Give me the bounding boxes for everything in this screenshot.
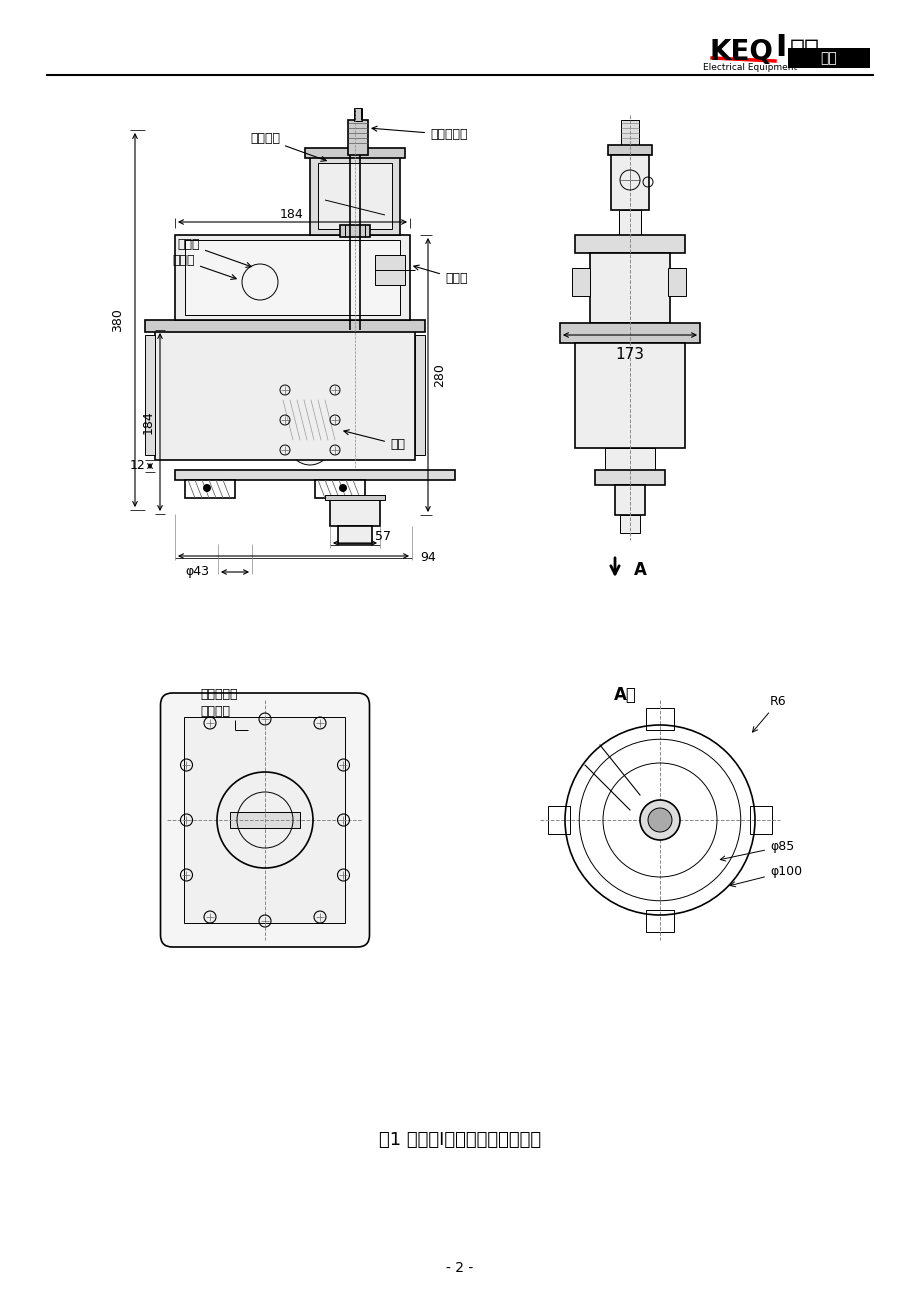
Bar (145, 335, 154, 454)
Bar (788, 48, 869, 68)
Circle shape (338, 484, 346, 492)
Bar (318, 163, 391, 229)
Bar (340, 225, 369, 237)
Text: 电器室上盖: 电器室上盖 (199, 689, 237, 702)
Bar (145, 320, 425, 332)
Text: - 2 -: - 2 - (446, 1262, 473, 1275)
Bar (618, 210, 641, 234)
Text: 184: 184 (279, 208, 303, 221)
Text: 科奇: 科奇 (789, 38, 819, 62)
Text: 电器室: 电器室 (173, 254, 236, 280)
Bar (645, 708, 674, 730)
Text: 184: 184 (142, 410, 154, 434)
Bar (595, 470, 664, 486)
Bar (310, 155, 400, 234)
Text: 图1 多功能Ⅰ型保护器外型尺寸图: 图1 多功能Ⅰ型保护器外型尺寸图 (379, 1131, 540, 1148)
Text: 闸锁装置: 闸锁装置 (250, 132, 326, 161)
Bar (620, 120, 639, 145)
Text: 电器: 电器 (820, 51, 836, 65)
Bar (347, 120, 368, 155)
Bar (314, 480, 365, 497)
Bar (375, 255, 404, 285)
Text: 视窗: 视窗 (344, 430, 404, 450)
Text: R6: R6 (752, 695, 786, 732)
Circle shape (640, 799, 679, 840)
Bar (175, 234, 410, 320)
Text: 注油管: 注油管 (414, 266, 467, 285)
Bar (667, 268, 686, 296)
Circle shape (203, 484, 210, 492)
Bar (605, 448, 654, 470)
Bar (614, 486, 644, 516)
Ellipse shape (279, 375, 340, 465)
Text: Electrical Equipment: Electrical Equipment (702, 64, 796, 73)
Bar (548, 806, 570, 835)
Bar (230, 812, 300, 828)
Bar (574, 342, 685, 448)
Text: I: I (774, 33, 786, 61)
Text: 94: 94 (420, 552, 436, 565)
Bar (610, 155, 648, 210)
Text: 出线口: 出线口 (177, 238, 251, 267)
Bar (619, 516, 640, 533)
Text: φ100: φ100 (730, 865, 801, 887)
Bar (337, 526, 371, 544)
Text: 12: 12 (130, 460, 146, 473)
Text: 280: 280 (433, 363, 446, 387)
Bar (185, 480, 234, 497)
Text: KEQ: KEQ (709, 38, 773, 66)
Text: 57: 57 (375, 530, 391, 543)
Bar (330, 497, 380, 526)
Text: 173: 173 (615, 348, 644, 362)
Bar (305, 148, 404, 158)
Bar (354, 108, 361, 121)
Bar (572, 268, 589, 296)
Bar (607, 145, 652, 155)
Bar (414, 335, 425, 454)
Bar (749, 806, 771, 835)
Text: （铭牌）: （铭牌） (199, 706, 230, 719)
Text: 380: 380 (111, 309, 124, 332)
Bar (645, 910, 674, 932)
Text: A向: A向 (613, 686, 636, 704)
Bar (574, 234, 685, 253)
Bar (324, 495, 384, 500)
Bar (154, 329, 414, 460)
Circle shape (647, 809, 671, 832)
Bar (589, 253, 669, 323)
Bar (175, 470, 455, 480)
Text: φ43: φ43 (185, 565, 209, 578)
Text: 压力释放阀: 压力释放阀 (371, 126, 467, 141)
Bar (185, 240, 400, 315)
Text: φ85: φ85 (720, 840, 793, 861)
Bar (560, 323, 699, 342)
Text: A: A (633, 561, 646, 579)
FancyBboxPatch shape (160, 693, 369, 947)
Bar (185, 717, 346, 923)
